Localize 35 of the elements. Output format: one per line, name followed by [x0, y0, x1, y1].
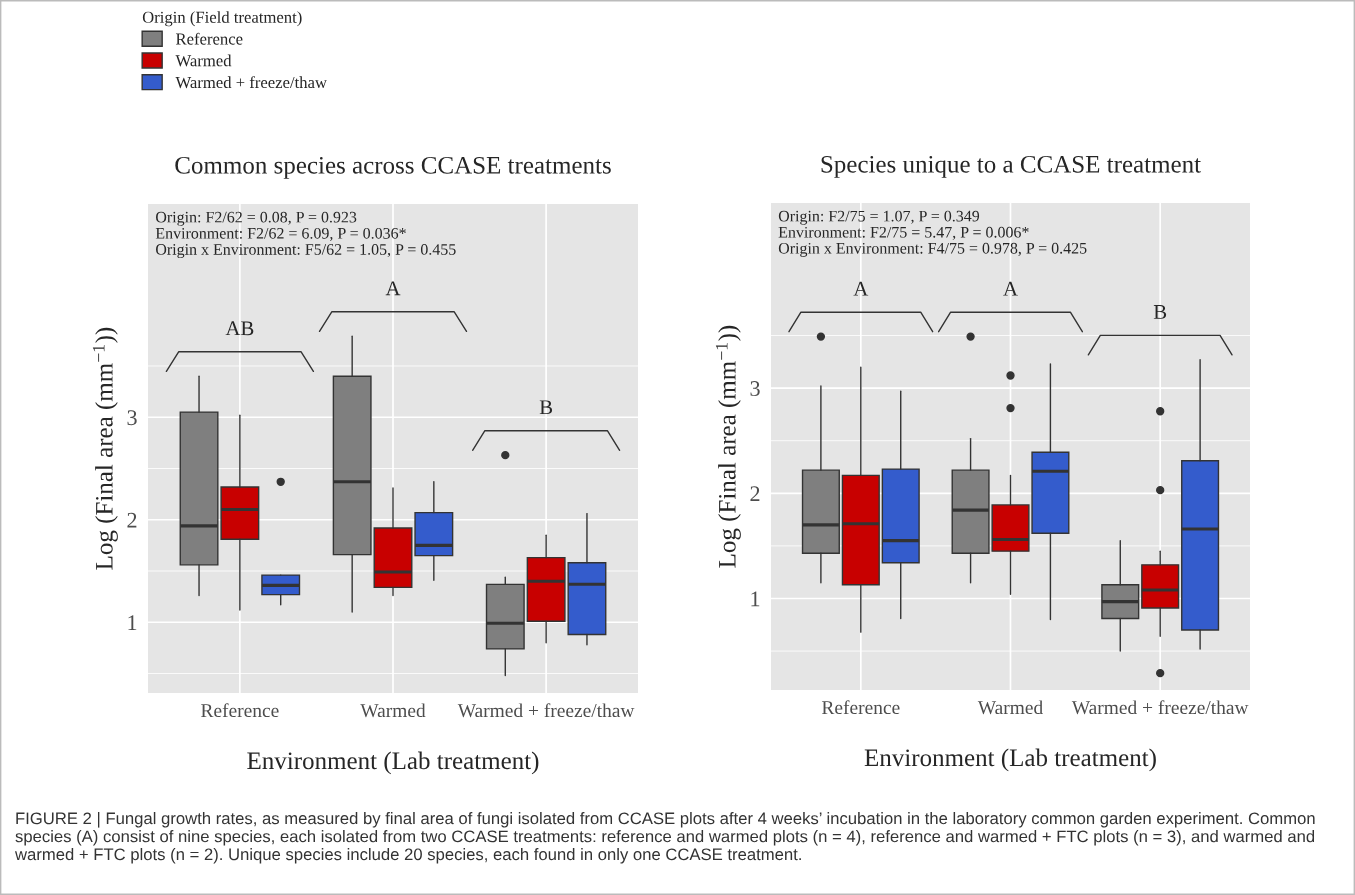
annotation: B — [1153, 305, 1167, 319]
y-tick-label: 1 — [751, 591, 760, 607]
x-axis-title: Environment (Lab treatment) — [247, 751, 539, 775]
legend-label: Warmed + freeze/thaw — [175, 76, 327, 89]
x-axis-title: Environment (Lab treatment) — [864, 748, 1156, 772]
annotation: B — [539, 400, 553, 415]
annotation: Environment: F2/75 = 5.47, P = 0.006* — [778, 226, 1029, 240]
caption: FIGURE 2 | Fungal growth rates, as measured by final area of fungi isolated from CCASE plots after 4 weeks’ incubation in the laboratory common garden experiment. Common species (A) consist of nine species, each isolated from two CCASE treatments: reference and warmed plots (n = 4), reference and warmed + FTC plots (n = 3), and warmed and warmed + FTC plots (n = 2). Unique species include 20 species, each found in only one CCASE treatment. — [14, 812, 1315, 864]
y-tick-label: 3 — [750, 381, 760, 397]
annotation: AB — [225, 321, 254, 336]
y-axis-title: Log (Final area (mm$^{−1}$)) — [92, 327, 118, 570]
x-tick-label: Reference — [201, 703, 279, 718]
legend-title: Origin (Field treatment) — [142, 11, 302, 27]
annotation: Origin x Environment: F5/62 = 1.05, P = 0.455 — [156, 244, 456, 259]
x-tick-label: Warmed + freeze/thaw — [1071, 700, 1249, 715]
chart-title: Species unique to a CCASE treatment — [821, 155, 1201, 178]
chart-title: Common species across CCASE treatments — [175, 156, 611, 179]
x-tick-label: Reference — [821, 700, 900, 715]
y-tick-label: 2 — [127, 512, 137, 528]
y-tick-label: 1 — [128, 615, 137, 630]
annotation: A — [1003, 281, 1018, 296]
annotation: Origin: F2/62 = 0.08, P = 0.923 — [156, 211, 357, 226]
x-tick-label: Warmed — [360, 703, 426, 718]
y-tick-label: 3 — [127, 410, 137, 426]
legend-label: Reference — [175, 32, 243, 45]
annotation: Environment: F2/62 = 6.09, P = 0.036* — [155, 227, 406, 242]
annotation: Origin: F2/75 = 1.07, P = 0.349 — [778, 210, 980, 225]
legend-label: Warmed — [175, 54, 232, 67]
annotation: Origin x Environment: F4/75 = 0.978, P = 0.425 — [778, 242, 1087, 257]
annotation: A — [853, 281, 869, 296]
y-axis-title: Log (Final area (mm$^{−1}$)) — [715, 325, 741, 568]
x-tick-label: Warmed — [977, 700, 1043, 715]
annotation: A — [385, 281, 401, 296]
y-tick-label: 2 — [750, 486, 760, 502]
x-tick-label: Warmed + freeze/thaw — [457, 703, 635, 718]
